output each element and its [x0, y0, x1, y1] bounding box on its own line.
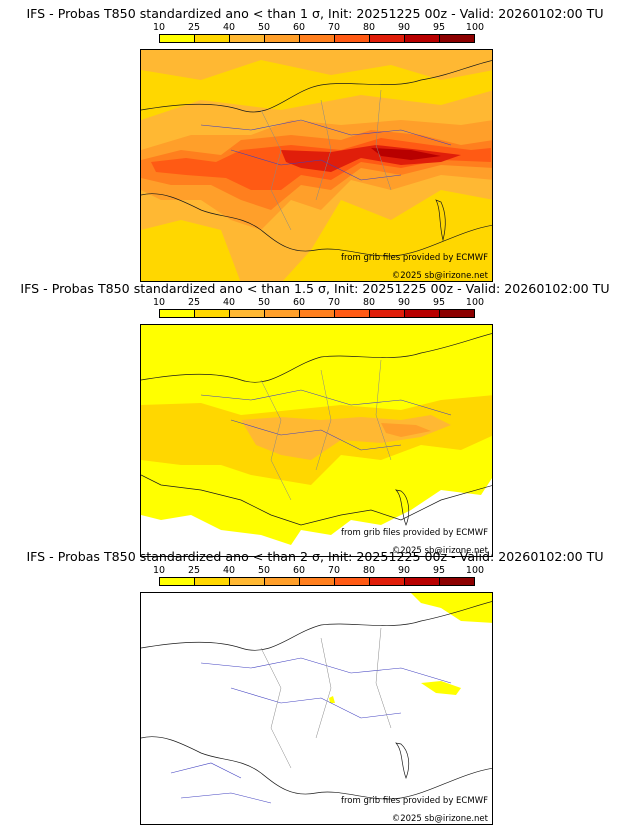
colorbar-segment — [160, 310, 195, 317]
colorbar-segment — [440, 35, 474, 42]
colorbar-segment — [230, 578, 265, 585]
colorbar-segment — [300, 310, 335, 317]
colorbar-segment — [405, 578, 440, 585]
tick-label: 25 — [187, 22, 201, 33]
tick-label: 100 — [465, 565, 485, 576]
panel-title: IFS - Probas T850 standardized ano < tha… — [20, 281, 610, 296]
colorbar-segment — [265, 310, 300, 317]
source-credit: from grib files provided by ECMWF — [341, 528, 488, 538]
colorbar-segment — [335, 578, 370, 585]
tick-label: 80 — [362, 297, 376, 308]
prob-field — [411, 593, 492, 623]
tick-label: 40 — [222, 565, 236, 576]
panel-title: IFS - Probas T850 standardized ano < tha… — [26, 6, 604, 21]
tick-label: 80 — [362, 565, 376, 576]
colorbar-segment — [335, 310, 370, 317]
copyright-credit: ©2025 sb@irizone.net — [391, 271, 488, 281]
colorbar-segment — [405, 310, 440, 317]
colorbar-segment — [195, 35, 230, 42]
prob-field — [371, 148, 441, 160]
tick-label: 10 — [152, 297, 166, 308]
colorbar-segment — [300, 578, 335, 585]
tick-label: 95 — [432, 297, 446, 308]
colorbar-segment — [230, 35, 265, 42]
tick-label: 80 — [362, 22, 376, 33]
colorbar-segment — [405, 35, 440, 42]
tick-label: 90 — [397, 22, 411, 33]
tick-label: 10 — [152, 565, 166, 576]
colorbar-segment — [230, 310, 265, 317]
colorbar-segment — [265, 578, 300, 585]
tick-label: 50 — [257, 297, 271, 308]
tick-label: 95 — [432, 22, 446, 33]
prob-field — [421, 681, 461, 695]
tick-label: 70 — [327, 22, 341, 33]
panel-title: IFS - Probas T850 standardized ano < tha… — [26, 549, 604, 564]
tick-label: 40 — [222, 22, 236, 33]
tick-label: 90 — [397, 565, 411, 576]
tick-label: 25 — [187, 565, 201, 576]
colorbar-segment — [440, 578, 474, 585]
tick-label: 70 — [327, 565, 341, 576]
tick-label: 70 — [327, 297, 341, 308]
colorbar — [159, 309, 475, 318]
colorbar — [159, 577, 475, 586]
tick-label: 95 — [432, 565, 446, 576]
tick-label: 50 — [257, 22, 271, 33]
colorbar-segment — [160, 35, 195, 42]
map-graphic — [141, 593, 492, 804]
source-credit: from grib files provided by ECMWF — [341, 253, 488, 263]
colorbar-segment — [300, 35, 335, 42]
tick-label: 40 — [222, 297, 236, 308]
tick-label: 60 — [292, 565, 306, 576]
tick-label: 60 — [292, 297, 306, 308]
colorbar — [159, 34, 475, 43]
colorbar-segment — [370, 578, 405, 585]
colorbar-ticks: 10 25 40 50 60 70 80 90 95 100 — [0, 23, 630, 33]
tick-label: 90 — [397, 297, 411, 308]
colorbar-segment — [160, 578, 195, 585]
colorbar-ticks: 10 25 40 50 60 70 80 90 95 100 — [0, 566, 630, 576]
tick-label: 100 — [465, 22, 485, 33]
probability-map: from grib files provided by ECMWF ©2025 … — [140, 49, 493, 282]
tick-label: 10 — [152, 22, 166, 33]
source-credit: from grib files provided by ECMWF — [341, 796, 488, 806]
colorbar-segment — [370, 35, 405, 42]
map-graphic — [141, 325, 492, 545]
colorbar-segment — [195, 578, 230, 585]
colorbar-segment — [440, 310, 474, 317]
probability-map: from grib files provided by ECMWF ©2025 … — [140, 324, 493, 557]
copyright-credit: ©2025 sb@irizone.net — [391, 546, 488, 556]
prob-field — [329, 696, 335, 703]
prob-field — [381, 423, 431, 437]
tick-label: 100 — [465, 297, 485, 308]
prob-field — [141, 50, 492, 80]
panel-2: IFS - Probas T850 standardized ano < tha… — [0, 281, 630, 557]
map-graphic — [141, 50, 492, 281]
panel-3: IFS - Probas T850 standardized ano < tha… — [0, 549, 630, 825]
tick-label: 25 — [187, 297, 201, 308]
colorbar-segment — [370, 310, 405, 317]
colorbar-segment — [335, 35, 370, 42]
probability-map: from grib files provided by ECMWF ©2025 … — [140, 592, 493, 825]
tick-label: 50 — [257, 565, 271, 576]
copyright-credit: ©2025 sb@irizone.net — [391, 814, 488, 824]
colorbar-segment — [195, 310, 230, 317]
colorbar-ticks: 10 25 40 50 60 70 80 90 95 100 — [0, 298, 630, 308]
tick-label: 60 — [292, 22, 306, 33]
panel-1: IFS - Probas T850 standardized ano < tha… — [0, 6, 630, 282]
colorbar-segment — [265, 35, 300, 42]
